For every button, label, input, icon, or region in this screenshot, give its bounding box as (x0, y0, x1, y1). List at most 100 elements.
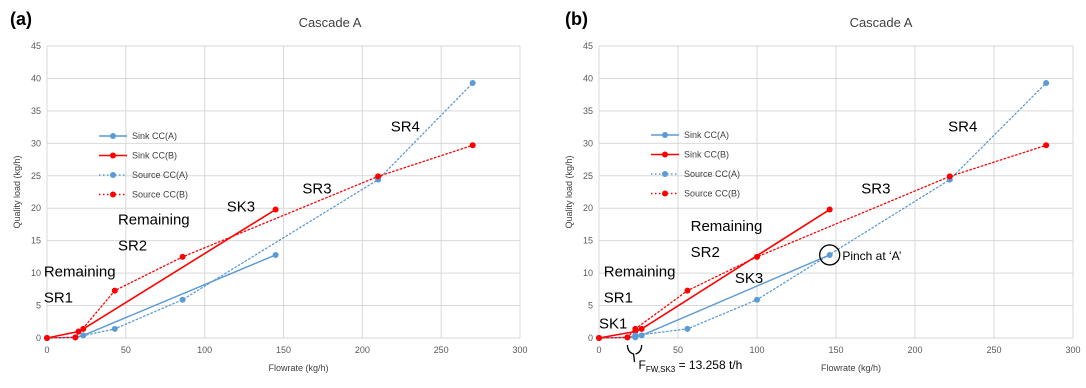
y-tick-label: 45 (31, 41, 41, 51)
series-source-cc-a (596, 79, 1050, 341)
y-tick-label: 35 (31, 106, 41, 116)
panel-label: (b) (565, 9, 588, 29)
y-tick-label: 15 (583, 236, 593, 246)
y-tick-label: 10 (583, 268, 593, 278)
data-point (632, 332, 639, 339)
x-tick-label: 250 (434, 345, 449, 355)
legend-swatch-marker (662, 151, 668, 158)
x-tick-label: 150 (828, 345, 843, 355)
y-tick-label: 5 (588, 301, 593, 311)
data-point (1043, 142, 1050, 149)
data-point (272, 206, 279, 213)
annotation-sr2: SR2 (118, 237, 147, 254)
data-point (44, 335, 50, 341)
legend-entry: Source CC(B) (684, 189, 740, 199)
x-tick-label: 300 (1065, 345, 1080, 355)
legend-entry: Sink CC(B) (132, 151, 177, 161)
data-point (111, 325, 118, 332)
brace-label-main: F (639, 358, 646, 372)
data-point (111, 287, 118, 294)
data-point (596, 335, 602, 341)
series-line (46, 144, 474, 339)
brace-label-subscript: FW,SK3 (646, 365, 676, 374)
x-axis-title: Flowrate (kg/h) (821, 363, 881, 373)
y-tick-label: 15 (31, 236, 41, 246)
data-point (684, 287, 691, 294)
y-tick-label: 0 (588, 333, 593, 343)
legend-swatch-marker (662, 132, 668, 138)
annotation-sr2: SR2 (691, 244, 720, 261)
x-tick-label: 200 (907, 345, 922, 355)
legend-entry: Sink CC(B) (684, 150, 729, 160)
y-tick-label: 30 (583, 138, 593, 148)
x-tick-label: 200 (355, 345, 370, 355)
y-tick-label: 45 (583, 41, 593, 51)
legend-swatch-marker (110, 152, 116, 159)
data-point (684, 325, 691, 332)
annotation-r2: Remaining (691, 218, 763, 235)
gridlines (46, 45, 521, 339)
annotation-r1: Remaining (604, 263, 676, 280)
legend-swatch-marker (110, 191, 116, 198)
x-tick-label: 250 (986, 345, 1001, 355)
y-tick-label: 5 (36, 301, 41, 311)
annotation-sr1: SR1 (44, 289, 73, 306)
y-tick-label: 20 (31, 203, 41, 213)
brace-label-value: = 13.258 t/h (675, 358, 742, 372)
panel-label: (a) (10, 9, 32, 29)
data-point (638, 325, 645, 332)
annotation-sk3: SK3 (227, 198, 255, 215)
legend-entry: Source CC(A) (684, 169, 740, 179)
y-axis-title: Quality load (kg/h) (12, 155, 22, 228)
data-point (754, 296, 760, 303)
annotation-sr1: SR1 (604, 289, 633, 306)
chart-panel-a: 0 5 10 15 20 25 30 35 40 45 0 50 100 150 200 250 300 Flow… (10, 9, 528, 373)
y-tick-label: 40 (31, 73, 41, 83)
annotation-sr4: SR4 (948, 119, 977, 136)
data-point (179, 296, 186, 303)
x-tick-label: 150 (276, 345, 291, 355)
legend-swatch-marker (110, 172, 116, 178)
annotation-r2: Remaining (118, 211, 190, 228)
gridlines (598, 45, 1074, 339)
data-point (375, 173, 382, 180)
y-tick-label: 25 (583, 171, 593, 181)
data-point (469, 142, 476, 149)
y-tick-label: 30 (31, 138, 41, 148)
legend-swatch-marker (662, 171, 668, 177)
data-point (946, 173, 953, 180)
annotation-sk1: SK1 (599, 315, 627, 332)
annotation-pinch: Pinch at ‘A’ (842, 249, 901, 263)
data-point (1043, 79, 1050, 86)
y-tick-label: 25 (31, 171, 41, 181)
data-point (632, 325, 639, 332)
x-axis-title: Flowrate (kg/h) (268, 363, 328, 373)
x-tick-label: 100 (749, 345, 764, 355)
annotation-sr3: SR3 (861, 180, 890, 197)
data-point (624, 334, 631, 341)
x-tick-label: 50 (121, 345, 131, 355)
y-tick-label: 40 (583, 73, 593, 83)
pinch-circle (819, 244, 841, 266)
data-point (72, 334, 79, 341)
legend-entry: Source CC(A) (132, 170, 188, 180)
legend: Sink CC(A) Sink CC(B) Source CC(A) Source C… (99, 131, 188, 200)
x-tick-label: 50 (673, 345, 683, 355)
brace-icon (626, 344, 643, 363)
x-tick-label: 0 (596, 345, 601, 355)
data-point (272, 251, 279, 258)
series-line (598, 208, 831, 339)
chart-title: Cascade A (850, 15, 913, 30)
series-line (598, 254, 830, 339)
annotation-sr3: SR3 (302, 180, 331, 197)
y-tick-label: 35 (583, 106, 593, 116)
y-tick-label: 0 (36, 333, 41, 343)
series-source-cc-b (596, 142, 1050, 341)
x-tick-label: 300 (512, 345, 527, 355)
data-point (469, 79, 476, 86)
legend-swatch-marker (662, 190, 668, 197)
data-point (75, 328, 82, 335)
legend: Sink CC(A) Sink CC(B) Source CC(A) Source C… (651, 130, 740, 199)
